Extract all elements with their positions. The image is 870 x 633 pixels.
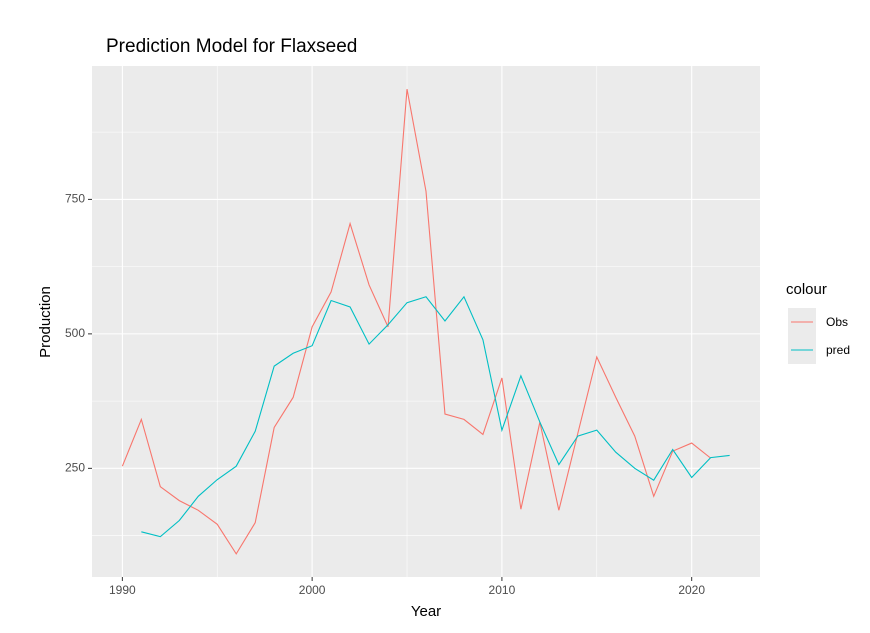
chart-title: Prediction Model for Flaxseed [106, 36, 357, 57]
series-line [121, 89, 712, 555]
series-line [141, 295, 730, 538]
x-tick-label: 2010 [489, 583, 516, 597]
legend-label: Obs [826, 315, 848, 329]
x-tick-label: 1990 [109, 583, 136, 597]
legend-title: colour [786, 281, 827, 298]
x-tick-label: 2000 [299, 583, 326, 597]
lines [121, 89, 730, 555]
x-tick-label: 2020 [678, 583, 705, 597]
y-tick-label: 750 [65, 192, 85, 206]
panel [92, 66, 760, 577]
y-axis-label: Production [37, 286, 54, 358]
legend: Obs pred [788, 308, 850, 364]
y-tick-label: 500 [65, 326, 85, 340]
x-axis-label: Year [411, 603, 441, 620]
y-tick-label: 250 [65, 461, 85, 475]
legend-label: pred [826, 343, 850, 357]
grid [92, 66, 760, 577]
